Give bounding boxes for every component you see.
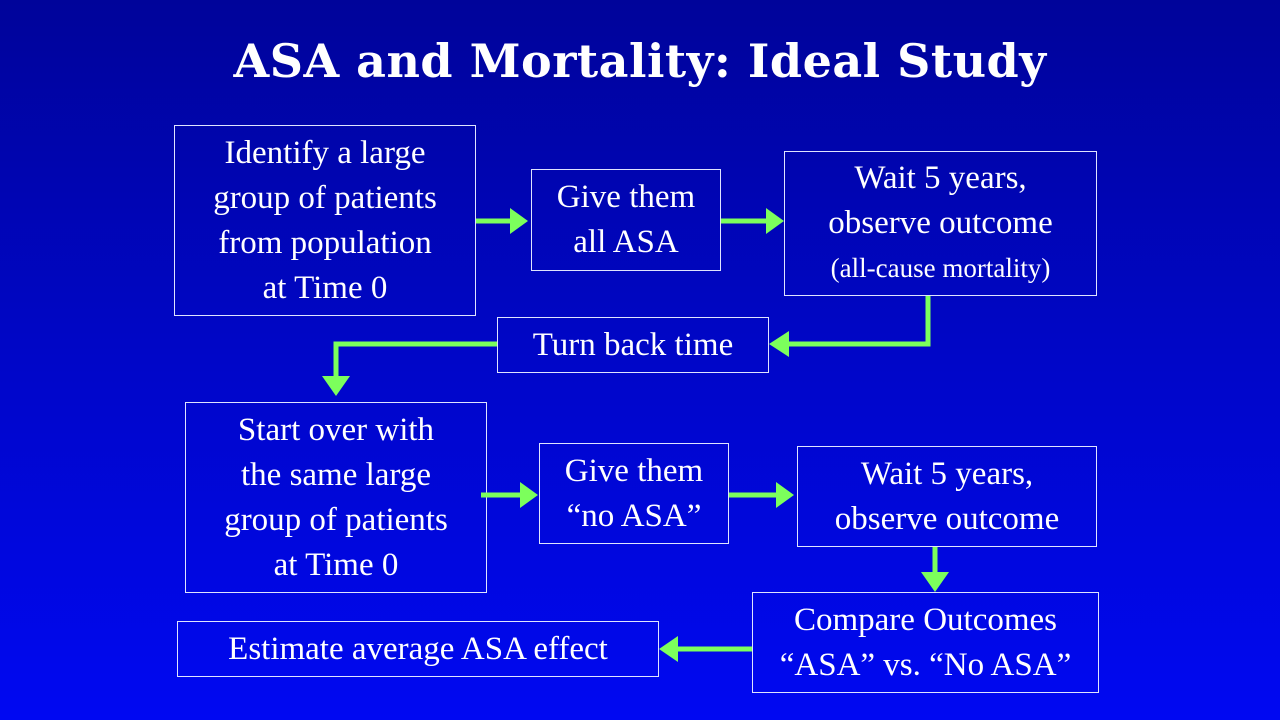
box-line: all ASA [573, 224, 679, 260]
box-line: observe outcome [828, 205, 1053, 241]
arrowhead [510, 208, 528, 234]
identify-patients-box: Identify a large group of patients from … [174, 125, 476, 316]
box-line: at Time 0 [273, 546, 399, 583]
box-line: Give them [564, 452, 704, 489]
arrowhead [659, 636, 678, 662]
box-line: at Time 0 [262, 269, 388, 306]
box-line: Identify a large [224, 134, 426, 171]
box-line: the same large [241, 456, 431, 493]
wait-observe-box-1: Wait 5 years, observe outcome (all-cause… [784, 151, 1097, 296]
arrowhead [322, 376, 350, 396]
box-line: Compare Outcomes [793, 601, 1058, 638]
slide-title: ASA and Mortality: Ideal Study [233, 34, 1047, 88]
compare-outcomes-box: Compare Outcomes “ASA” vs. “No ASA” [752, 592, 1099, 693]
box-line: Estimate average ASA effect [228, 630, 608, 667]
arrow-wait-to-turn-back [789, 296, 931, 347]
give-no-asa-box: Give them “no ASA” [539, 443, 729, 544]
arrowhead [766, 208, 784, 234]
arrowhead [776, 482, 794, 508]
box-line: observe outcome [834, 500, 1060, 537]
arrow-turn-back-to-start-over [333, 341, 497, 378]
box-line: group of patients [224, 501, 448, 538]
box-line: group of patients [213, 179, 437, 216]
box-line: Wait 5 years, [860, 455, 1034, 492]
box-line: Start over with [237, 411, 435, 448]
box-line: Turn back time [532, 326, 734, 363]
box-line: Give them [556, 179, 696, 215]
arrowhead [769, 331, 789, 357]
wait-observe-box-2: Wait 5 years, observe outcome [797, 446, 1097, 547]
box-line: from population [218, 224, 432, 261]
turn-back-time-box: Turn back time [497, 317, 769, 373]
box-line: Wait 5 years, [854, 160, 1027, 196]
estimate-effect-box: Estimate average ASA effect [177, 621, 659, 677]
arrowhead [921, 572, 949, 592]
box-line: “no ASA” [566, 497, 702, 534]
box-line: (all-cause mortality) [830, 253, 1051, 283]
give-asa-box: Give them all ASA [531, 169, 721, 271]
box-line: “ASA” vs. “No ASA” [779, 646, 1072, 683]
arrowhead [520, 482, 538, 508]
